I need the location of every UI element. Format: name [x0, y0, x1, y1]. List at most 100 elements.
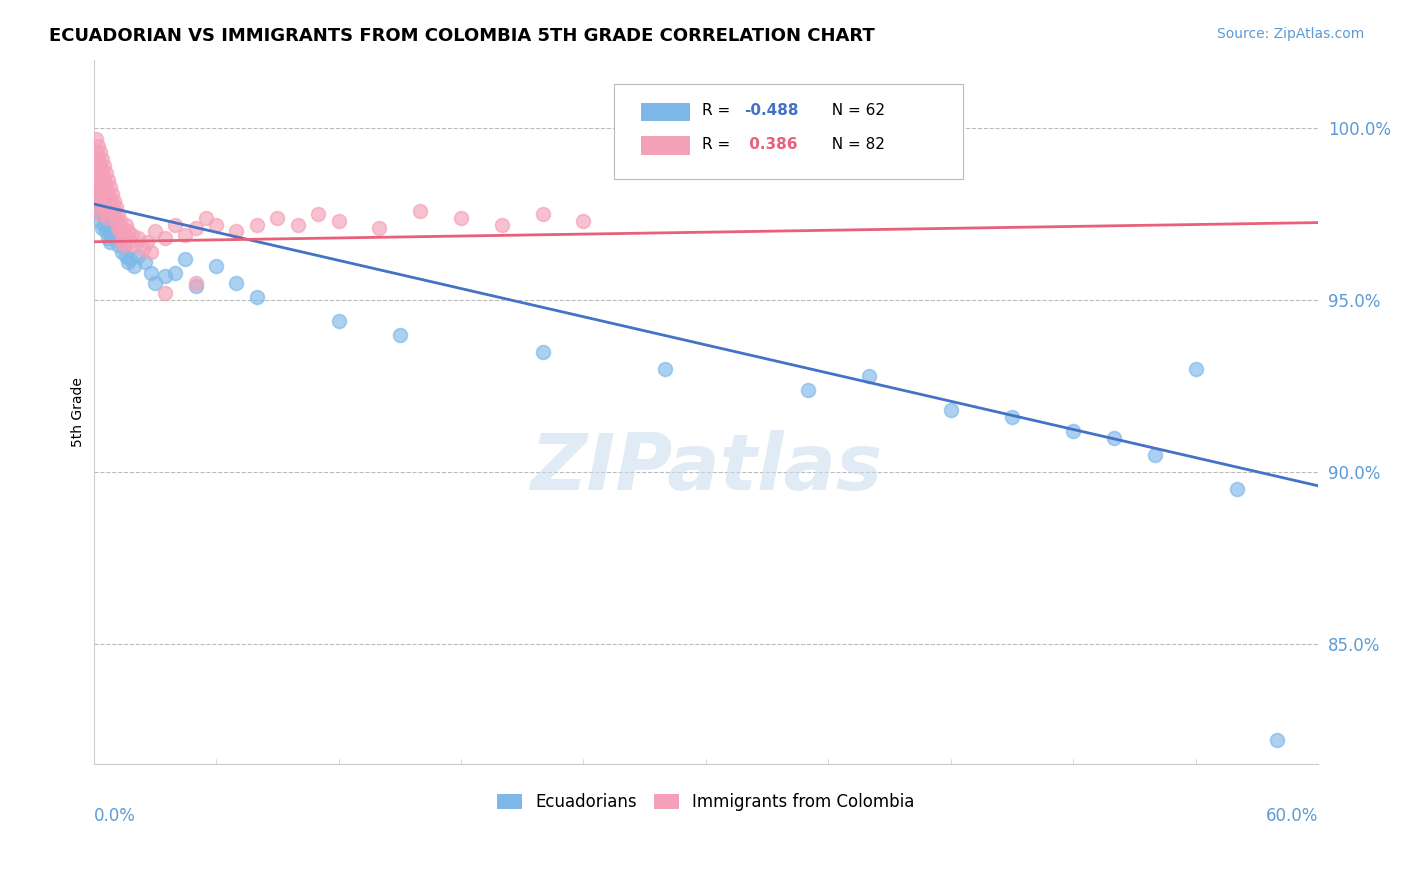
- FancyBboxPatch shape: [641, 103, 690, 121]
- Point: [101, 214, 124, 228]
- Point: [1185, 362, 1208, 376]
- Point: [797, 383, 820, 397]
- Point: [90, 166, 112, 180]
- Point: [90, 221, 112, 235]
- Point: [115, 231, 138, 245]
- Point: [120, 235, 142, 249]
- Point: [89, 159, 111, 173]
- Point: [153, 286, 176, 301]
- Legend: Ecuadorians, Immigrants from Colombia: Ecuadorians, Immigrants from Colombia: [489, 785, 922, 820]
- Text: Source: ZipAtlas.com: Source: ZipAtlas.com: [1216, 27, 1364, 41]
- Point: [134, 255, 156, 269]
- Point: [86, 177, 108, 191]
- Point: [127, 231, 149, 245]
- Point: [307, 207, 329, 221]
- Point: [1226, 483, 1249, 497]
- Point: [84, 169, 107, 184]
- Point: [105, 214, 128, 228]
- Text: ECUADORIAN VS IMMIGRANTS FROM COLOMBIA 5TH GRADE CORRELATION CHART: ECUADORIAN VS IMMIGRANTS FROM COLOMBIA 5…: [49, 27, 875, 45]
- Point: [86, 201, 108, 215]
- Point: [84, 179, 107, 194]
- Point: [98, 207, 121, 221]
- Text: N = 62: N = 62: [823, 103, 886, 118]
- Point: [194, 211, 217, 225]
- Point: [84, 131, 107, 145]
- Point: [101, 186, 124, 201]
- Point: [86, 153, 108, 167]
- Point: [107, 238, 129, 252]
- Point: [328, 214, 350, 228]
- Point: [184, 276, 207, 290]
- Point: [174, 227, 197, 242]
- Point: [1102, 431, 1125, 445]
- Point: [86, 162, 108, 177]
- Point: [93, 190, 115, 204]
- Point: [450, 211, 472, 225]
- Point: [135, 235, 157, 249]
- Point: [491, 218, 513, 232]
- Point: [1001, 410, 1024, 425]
- Point: [115, 248, 138, 262]
- Point: [117, 255, 139, 269]
- Point: [94, 203, 117, 218]
- Point: [93, 173, 115, 187]
- Point: [101, 227, 124, 242]
- Point: [107, 207, 129, 221]
- Point: [572, 214, 595, 228]
- Point: [103, 207, 125, 221]
- Point: [165, 218, 187, 232]
- Point: [103, 221, 125, 235]
- Point: [266, 211, 288, 225]
- Point: [112, 227, 135, 242]
- Text: ZIPatlas: ZIPatlas: [530, 430, 882, 507]
- Point: [1143, 448, 1166, 462]
- Point: [94, 197, 117, 211]
- Point: [184, 221, 207, 235]
- Text: R =: R =: [702, 136, 735, 152]
- Point: [93, 159, 115, 173]
- Point: [97, 218, 120, 232]
- Point: [98, 221, 121, 235]
- Point: [98, 179, 121, 194]
- Point: [105, 201, 128, 215]
- Point: [90, 190, 112, 204]
- Point: [86, 194, 108, 208]
- Point: [111, 245, 134, 260]
- Point: [103, 203, 125, 218]
- Point: [90, 207, 112, 221]
- Point: [120, 252, 142, 266]
- Point: [94, 190, 117, 204]
- Point: [112, 238, 135, 252]
- Text: 60.0%: 60.0%: [1265, 806, 1319, 824]
- Point: [115, 218, 138, 232]
- Point: [89, 145, 111, 160]
- Point: [124, 259, 146, 273]
- Point: [84, 179, 107, 194]
- Point: [225, 276, 247, 290]
- Point: [97, 231, 120, 245]
- Point: [89, 186, 111, 201]
- Point: [86, 203, 108, 218]
- Point: [94, 166, 117, 180]
- Point: [654, 362, 676, 376]
- Point: [174, 252, 197, 266]
- Point: [94, 224, 117, 238]
- Point: [90, 194, 112, 208]
- Text: N = 82: N = 82: [823, 136, 886, 152]
- Point: [858, 368, 880, 383]
- Point: [89, 207, 111, 221]
- Point: [127, 248, 149, 262]
- Text: 0.386: 0.386: [744, 136, 797, 152]
- Point: [1062, 424, 1084, 438]
- Point: [108, 214, 131, 228]
- Point: [107, 224, 129, 238]
- Point: [165, 266, 187, 280]
- Point: [139, 245, 162, 260]
- Point: [121, 227, 143, 242]
- Point: [86, 186, 108, 201]
- Point: [98, 194, 121, 208]
- Point: [287, 218, 309, 232]
- Point: [89, 214, 111, 228]
- Point: [225, 224, 247, 238]
- Point: [105, 218, 128, 232]
